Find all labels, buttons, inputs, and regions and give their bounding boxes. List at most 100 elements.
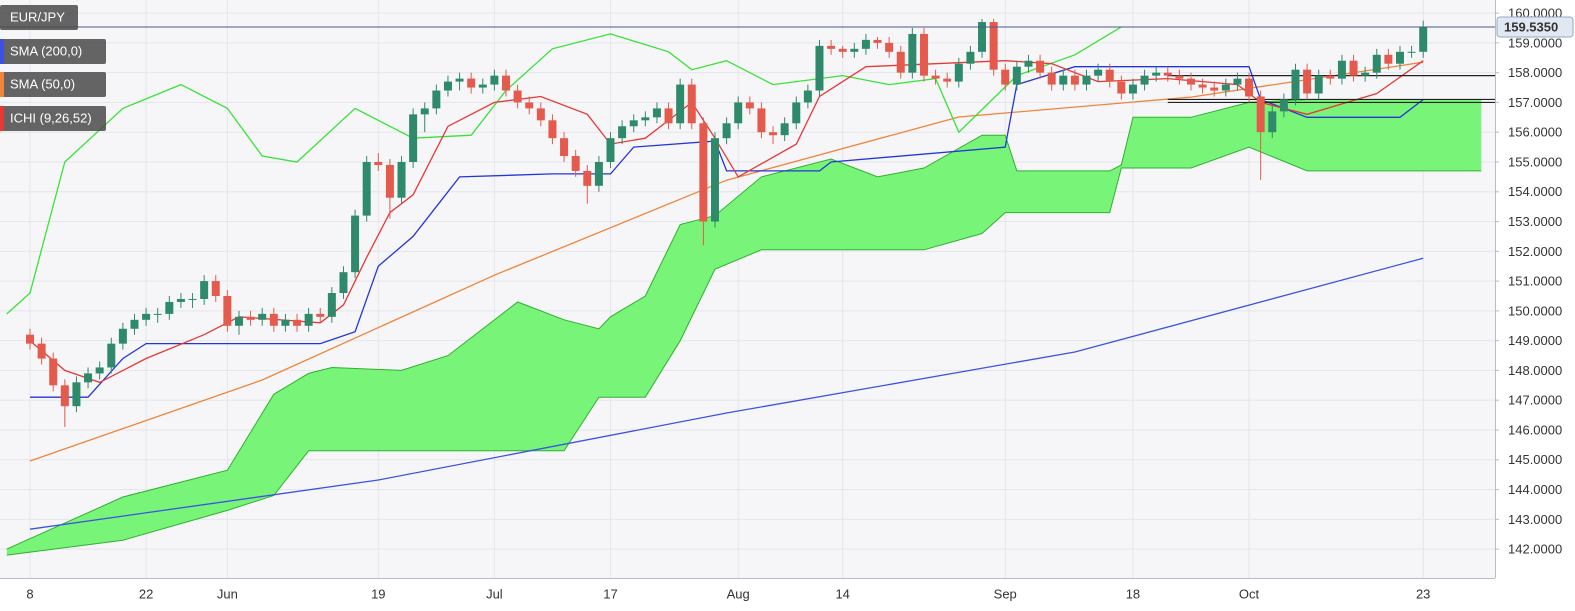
- candle-body: [1279, 99, 1288, 112]
- x-tick-label: Sep: [994, 586, 1017, 601]
- candle-body: [1372, 54, 1381, 73]
- candle-body: [1105, 69, 1114, 82]
- candle-body: [513, 90, 522, 103]
- candle-body: [409, 114, 418, 162]
- candle-body: [1117, 81, 1126, 94]
- candle-body: [838, 48, 847, 52]
- candle-body: [165, 301, 174, 314]
- candle-body: [281, 319, 290, 326]
- candle-body: [1326, 75, 1335, 79]
- x-tick-label: Aug: [727, 586, 750, 601]
- legend-label: SMA (50,0): [10, 76, 75, 91]
- candle-body: [478, 84, 487, 88]
- candle-body: [571, 156, 580, 171]
- candle-body: [211, 281, 220, 296]
- candle-body: [978, 22, 987, 52]
- y-tick-label: 147.0000: [1508, 393, 1562, 408]
- candle-body: [1024, 60, 1033, 67]
- legend-swatch: [0, 72, 4, 97]
- candle-body: [769, 132, 778, 136]
- candle-body: [722, 123, 731, 139]
- candle-body: [745, 102, 754, 109]
- candle-body: [525, 102, 534, 109]
- legend-box: [0, 72, 106, 97]
- legend-box: [0, 5, 78, 30]
- y-tick-label: 150.0000: [1508, 303, 1562, 318]
- legend-box: [0, 39, 106, 64]
- sma-line: [29, 61, 1424, 462]
- candle-body: [1187, 78, 1195, 85]
- candle-body: [153, 313, 162, 315]
- candle-body: [397, 161, 406, 198]
- x-tick-label: Jul: [486, 586, 503, 601]
- grid: [0, 0, 1499, 578]
- candle-body: [873, 39, 882, 43]
- candle-body: [827, 45, 836, 49]
- x-tick-label: 8: [26, 586, 33, 601]
- y-tick-label: 151.0000: [1508, 274, 1562, 289]
- candle-body: [954, 63, 963, 82]
- candle-body: [931, 75, 940, 79]
- legend-label: ICHI (9,26,52): [10, 110, 92, 125]
- candle-body: [455, 78, 464, 82]
- y-tick-label: 158.0000: [1508, 65, 1562, 80]
- marks: [0, 19, 1495, 556]
- candle-body: [234, 316, 243, 326]
- candle-body: [351, 215, 360, 273]
- x-tick-label: 17: [603, 586, 617, 601]
- legend-swatch: [0, 39, 4, 64]
- candle-body: [1384, 54, 1393, 64]
- candle-body: [1198, 84, 1207, 88]
- y-tick-label: 154.0000: [1508, 184, 1562, 199]
- candle-body: [490, 75, 499, 85]
- candle-body: [84, 373, 93, 383]
- candle-body: [1175, 75, 1184, 79]
- candle-body: [710, 138, 719, 222]
- labels: 142.0000 143.0000 144.0000 145.0000 146.0000…: [26, 6, 1574, 601]
- candle-body: [293, 319, 302, 326]
- candle-body: [327, 293, 336, 317]
- candle-body: [792, 102, 801, 124]
- candle-body: [269, 313, 278, 326]
- candle-body: [223, 295, 232, 326]
- candle-body: [548, 120, 557, 139]
- candle-body: [641, 117, 650, 121]
- candle-body: [1128, 84, 1137, 94]
- candle-body: [188, 298, 197, 300]
- y-tick-label: 159.0000: [1508, 35, 1562, 50]
- candle-body: [1303, 69, 1312, 94]
- kijun-line: [30, 66, 1424, 398]
- y-tick-label: 144.0000: [1508, 482, 1562, 497]
- y-tick-label: 145.0000: [1508, 452, 1562, 467]
- y-tick-label: 149.0000: [1508, 333, 1562, 348]
- candle-body: [850, 48, 859, 52]
- candle-body: [734, 102, 743, 124]
- candle-body: [815, 45, 824, 91]
- candle-body: [60, 385, 69, 407]
- candle-body: [896, 51, 905, 73]
- y-tick-label: 142.0000: [1508, 542, 1562, 557]
- candle-body: [1291, 69, 1300, 100]
- candle-body: [1082, 75, 1091, 85]
- candle-body: [420, 108, 429, 115]
- candle-body: [72, 382, 81, 407]
- candle-body: [1012, 66, 1021, 85]
- x-tick-label: 19: [371, 586, 385, 601]
- candle-body: [989, 22, 998, 70]
- candle-body: [560, 138, 569, 157]
- y-tick-label: 146.0000: [1508, 422, 1562, 437]
- candle-body: [107, 343, 116, 368]
- candle-body: [95, 367, 104, 374]
- candle-body: [1001, 69, 1010, 85]
- y-tick-label: 152.0000: [1508, 244, 1562, 259]
- y-tick-label: 148.0000: [1508, 363, 1562, 378]
- candle-body: [594, 161, 603, 186]
- candle-body: [757, 108, 766, 133]
- candle-body: [780, 123, 789, 136]
- candle-body: [1047, 72, 1056, 85]
- candle-body: [49, 358, 58, 386]
- candle-body: [908, 33, 917, 73]
- legend-label: EUR/JPY: [10, 9, 65, 24]
- x-tick-label: 14: [835, 586, 849, 601]
